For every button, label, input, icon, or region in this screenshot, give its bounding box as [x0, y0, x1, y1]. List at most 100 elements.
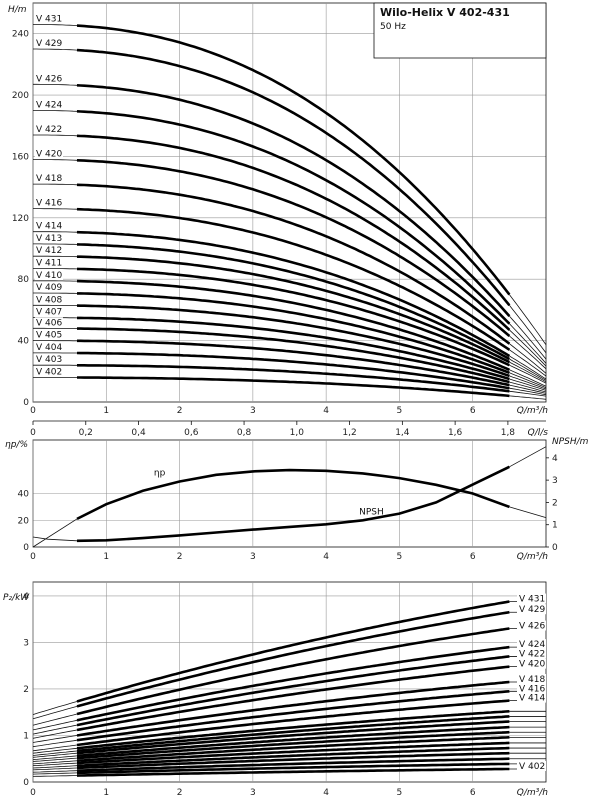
x-tick-label: 0: [30, 788, 36, 798]
y-tick-label: 4: [23, 592, 29, 602]
y-tick-label: 0: [23, 543, 29, 553]
y2-tick-label: 3: [552, 476, 558, 486]
head-curve-tail: [509, 323, 547, 364]
x-tick-label: 6: [470, 552, 476, 562]
curve-label-bg: [35, 73, 63, 84]
curve-label-bg: [517, 648, 546, 659]
power-curve-thin: [32, 760, 78, 765]
power-curve: [76, 767, 510, 777]
curve-label: V 414: [36, 222, 62, 232]
head-curve-thin: [33, 208, 78, 210]
secondary-x-tick-label: 1,8: [501, 428, 516, 438]
head-curve: [76, 134, 511, 331]
y-tick-label: 120: [12, 214, 29, 224]
x-tick-label: 2: [177, 788, 183, 798]
curve-label-bg: [517, 692, 546, 703]
head-curve-tail: [509, 361, 547, 383]
curve-label: V 408: [36, 295, 62, 305]
power-curve: [76, 730, 510, 760]
head-curve: [76, 207, 511, 351]
curve-label: V 422: [519, 649, 545, 659]
curve-label: V 426: [519, 622, 545, 632]
power-curve: [76, 600, 510, 703]
curve-label: V 418: [36, 174, 62, 184]
head-curve: [76, 159, 511, 337]
curve-label-bg: [35, 282, 63, 293]
y-tick-label: 200: [12, 91, 29, 101]
curve-label-bg: [35, 232, 63, 243]
curve-label: V 402: [36, 367, 62, 377]
head-curve-tail: [509, 305, 547, 354]
head-curve-tail: [509, 355, 547, 380]
head-curve-tail: [509, 294, 547, 346]
head-curve-tail: [509, 384, 547, 394]
power-curve-thin: [32, 757, 78, 762]
curve-thin: [32, 518, 78, 548]
curve-label: V 403: [36, 355, 62, 365]
x-tick-label: 4: [323, 552, 329, 562]
efficiency-label: ηp: [154, 468, 166, 478]
power-curve: [76, 699, 510, 747]
y2-axis-label: NPSH/m: [552, 437, 589, 447]
curve-label-bg: [35, 329, 63, 340]
curve-label: V 426: [36, 74, 62, 84]
power-curve-thin: [32, 739, 78, 748]
curve-label: V 416: [36, 199, 62, 209]
power-curve: [76, 715, 510, 753]
head-curve: [76, 183, 511, 345]
x-axis-label: Q/m³/h: [517, 406, 549, 416]
power-curve-thin: [32, 762, 78, 767]
power-curve: [76, 741, 510, 765]
head-curve: [76, 304, 510, 378]
power-curve-thin: [32, 747, 78, 754]
secondary-x-tick-label: 1,4: [395, 428, 410, 438]
power-curve: [76, 680, 510, 737]
head-curve-thin: [33, 83, 78, 86]
curve-label: V 410: [36, 271, 62, 281]
secondary-x-tick-label: 0,8: [237, 428, 252, 438]
curve-thin: [509, 446, 547, 468]
curve-label-bg: [35, 354, 63, 365]
secondary-x-tick-label: 0,4: [131, 428, 146, 438]
curve-label: V 418: [519, 675, 545, 685]
head-curve-tail: [509, 395, 547, 400]
secondary-x-tick-label: 1,2: [342, 428, 356, 438]
curve-label: V 416: [519, 684, 545, 694]
head-curve: [77, 327, 510, 384]
power-curve: [76, 725, 510, 758]
y-tick-label: 160: [12, 152, 29, 162]
x-tick-label: 5: [397, 552, 403, 562]
power-curve: [76, 610, 510, 708]
x-tick-label: 6: [470, 788, 476, 798]
head-curve-thin: [33, 24, 78, 26]
curve-label: V 404: [36, 343, 62, 353]
curve-label-bg: [35, 123, 63, 134]
curve-thin: [32, 536, 78, 542]
power-curve-thin: [32, 713, 78, 726]
secondary-x-tick-label: 0: [30, 428, 36, 438]
power-curve-thin: [32, 729, 78, 739]
curve-label: V 409: [36, 283, 62, 293]
power-curve-thin: [32, 701, 78, 715]
power-curve: [76, 627, 510, 716]
y-axis-label: ηp/%: [5, 440, 28, 450]
head-curve-thin: [33, 231, 78, 233]
curve-label: V 420: [519, 660, 545, 670]
head-curve: [76, 243, 511, 361]
curve-thin: [509, 506, 547, 518]
head-curve: [76, 48, 511, 307]
curve-label-bg: [35, 148, 63, 159]
y-tick-label: 80: [18, 275, 30, 285]
x-axis-label: Q/m³/h: [517, 552, 549, 562]
y-tick-label: 2: [23, 685, 29, 695]
curve-label: V 413: [36, 234, 62, 244]
secondary-x-tick-label: 1,6: [448, 428, 463, 438]
head-curve: [77, 255, 510, 364]
curve-label: V 420: [36, 150, 62, 160]
title-box: Wilo-Helix V 402-431 50 Hz: [373, 2, 547, 59]
power-curve: [76, 665, 510, 732]
x-tick-label: 6: [470, 406, 476, 416]
curve-label-bg: [517, 674, 546, 684]
power-curve-thin: [32, 767, 78, 771]
